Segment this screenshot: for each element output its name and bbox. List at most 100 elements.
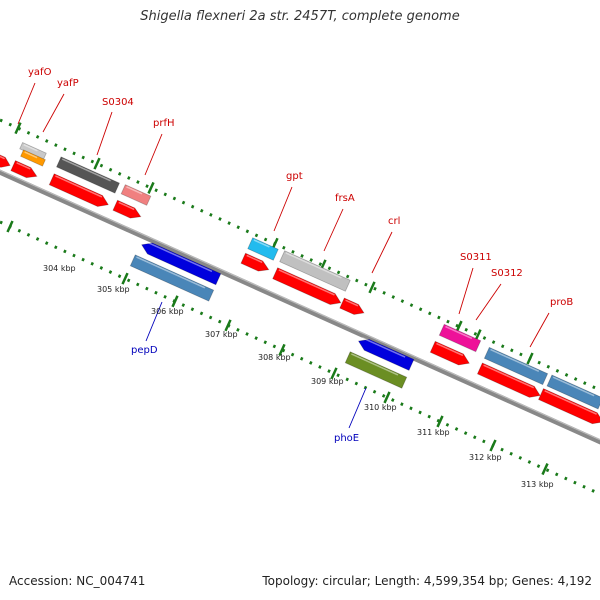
gene-label-gpt[interactable]: gpt [286,171,303,182]
cds-arrow [48,173,109,207]
kbp-label: 312 kbp [469,453,502,462]
yafP-gene-box-shine [24,151,38,159]
cds-arrow [10,160,38,179]
gpt-gene-box-shine [253,239,270,248]
cds-arrow [272,267,342,305]
cds-arrow-shine [246,254,263,264]
outer-tick-ring [0,118,600,392]
yafO-leader-line [17,82,36,125]
reverse-cds-arrow [357,338,415,371]
proB-gene-box [483,346,549,386]
cds-arrow [429,340,470,366]
kbp-label: 308 kbp [258,353,291,362]
S0304-gene-box-shine [61,158,111,182]
accession-text: Accession: NC_004741 [9,574,146,588]
S0311-gene-box-shine [445,325,473,340]
proB-gene-box-shine [490,348,540,373]
reverse-cds-arrow-shine [361,337,406,358]
frsA-gene-box [279,250,351,292]
gene-label-S0312[interactable]: S0312 [491,268,523,279]
major-tick [526,352,534,365]
phoE-leader-line [348,387,367,429]
gene-label-yafO[interactable]: yafO [28,67,52,78]
kbp-label: 307 kbp [205,330,238,339]
pepD-gene-box-shine [136,256,206,289]
major-tick [368,281,376,294]
prfH-gene-box [120,184,152,206]
cds-arrow [538,388,600,425]
kbp-label: 310 kbp [364,403,397,412]
reverse-cds-arrow [141,242,222,286]
gene-label-yafP[interactable]: yafP [57,78,79,89]
major-tick [14,122,22,135]
kbp-label: 306 kbp [151,307,184,316]
yafP-leader-line [42,93,65,133]
major-tick [171,295,179,308]
S0304-leader-line [96,111,113,156]
major-tick [278,343,286,356]
major-tick [147,181,155,194]
cds-arrow-shine [544,390,597,415]
major-tick [474,329,482,342]
backbone [0,169,600,445]
cds-arrow-shine [483,364,535,389]
pepD-leader-line [145,301,163,342]
yafP-gene-box [20,149,46,167]
S0312-leader-line [475,283,502,321]
cds-arrow [339,297,365,315]
frsA-gene-box-shine [285,252,342,279]
major-tick [541,463,549,476]
cds-arrow-shine [118,201,135,211]
gene-label-prfH[interactable]: prfH [153,118,175,129]
cds-arrow [240,252,270,272]
cds-arrow-shine [278,269,335,296]
S0304-gene-box [56,156,120,194]
frsA-leader-line [323,208,344,252]
gene-label-proB[interactable]: proB [550,297,573,308]
major-tick [455,320,463,333]
backbone-highlight [0,169,600,441]
cds-arrow [0,150,11,168]
phoE-gene-box-shine [351,353,399,376]
major-tick [489,439,497,452]
yafO-gene-box-shine [23,143,38,152]
prfH-gene-box-shine [126,186,143,195]
genome-summary-text: Topology: circular; Length: 4,599,354 bp… [262,574,592,588]
map-title: Shigella flexneri 2a str. 2457T, complet… [140,9,460,24]
cds-arrow [476,362,541,398]
major-tick [121,272,129,285]
pepD-gene-box [129,254,215,302]
gene-label-S0304[interactable]: S0304 [102,97,134,108]
gene-label-phoE[interactable]: phoE [334,433,359,444]
major-tick [6,220,14,233]
gpt-leader-line [273,186,293,232]
S0311-leader-line [458,267,474,315]
gene-label-frsA[interactable]: frsA [335,193,355,204]
crl-leader-line [371,231,393,274]
reverse-cds-arrow-shine [145,240,213,273]
kbp-label: 305 kbp [97,285,130,294]
major-tick [93,157,101,170]
phoE-gene-box [344,351,408,389]
kbp-label: 311 kbp [417,428,450,437]
cds-arrow-shine [16,162,31,170]
cds-arrow-shine [345,299,359,307]
prfH-leader-line [144,133,163,176]
kbp-label: 313 kbp [521,480,554,489]
cds-arrow-shine [55,175,103,198]
gpt-gene-box [247,237,279,261]
kbp-label: 309 kbp [311,377,344,386]
gene-label-crl[interactable]: crl [388,216,400,227]
proB-next-gene-box [546,374,600,410]
major-tick [383,391,391,404]
gene-label-S0311[interactable]: S0311 [460,252,492,263]
kbp-label: 304 kbp [43,264,76,273]
S0311-gene-box [438,323,482,353]
proB-leader-line [529,312,550,348]
proB-next-gene-box-shine [552,376,595,397]
major-tick [224,319,232,332]
major-tick [330,367,338,380]
gene-label-pepD[interactable]: pepD [131,345,158,356]
cds-arrow-shine [436,342,464,357]
cds-arrow [112,199,142,219]
